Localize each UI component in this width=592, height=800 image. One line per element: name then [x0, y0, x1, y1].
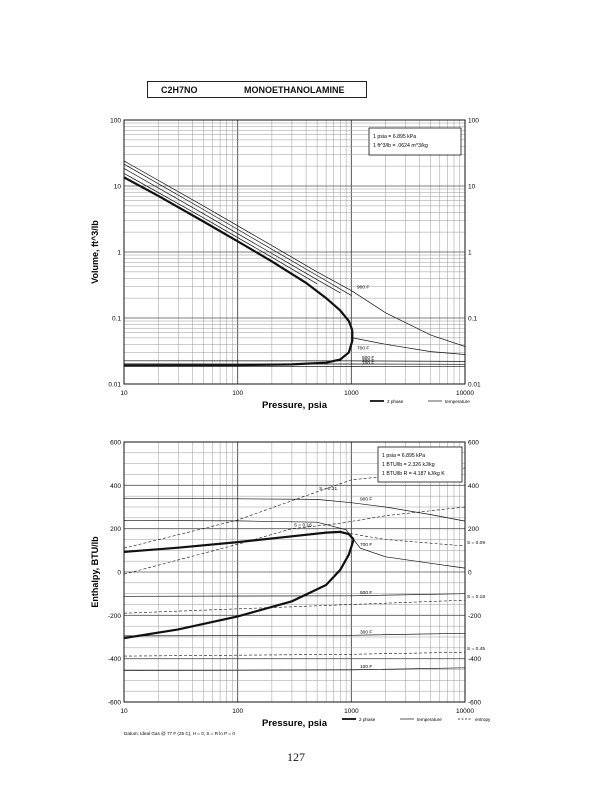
plot-area — [123, 441, 466, 703]
x-tick-label: 10 — [120, 708, 128, 715]
y-tick-label: -200 — [108, 613, 121, 620]
series-label: 900 F — [357, 285, 369, 291]
x-tick-label: 1000 — [344, 708, 359, 715]
compound-formula: C2H7NO — [161, 85, 198, 95]
temperature-line — [123, 520, 466, 569]
x-axis-label: Pressure, psia — [262, 718, 328, 729]
two-phase-line — [123, 539, 355, 640]
temperature-line — [123, 593, 466, 597]
two-phase-line — [123, 530, 355, 553]
conversion-note-box — [377, 446, 463, 483]
temperature-line — [123, 160, 466, 347]
y-tick-label: 0 — [117, 570, 121, 577]
series-label: 900 F — [360, 497, 372, 503]
y-tick-label: 200 — [110, 526, 121, 533]
y-axis-label: Enthalpy, BTU/lb — [90, 536, 100, 608]
legend-label: temperature — [445, 399, 470, 404]
page-number: 127 — [287, 750, 305, 764]
temperature-line — [123, 497, 466, 522]
x-tick-label: 100 — [232, 708, 243, 715]
temperature-line — [123, 360, 466, 362]
series-label: 700 F — [357, 346, 369, 352]
series-label: S = 0.31 — [319, 486, 337, 492]
conversion-note-box — [368, 127, 462, 156]
y-tick-label-right: 1 — [468, 250, 472, 257]
legend-label: entropy — [475, 717, 491, 722]
y-tick-label-right: 10 — [468, 184, 476, 191]
x-tick-label: 10 — [120, 390, 128, 397]
y-tick-label: -600 — [108, 700, 121, 707]
conversion-note-line: 1 psia = 6.895 kPa — [373, 134, 416, 140]
series-label: 300 F — [362, 358, 374, 364]
temperature-line — [352, 337, 466, 355]
series-label: S = 0.09 — [467, 540, 485, 546]
legend-label: 2 phase — [359, 717, 376, 722]
temperature-line — [123, 632, 466, 637]
x-tick-label: 1000 — [344, 390, 359, 397]
conversion-note-line: 1 ft^3/lb = .0624 m^3/kg — [373, 143, 428, 149]
plot-frame — [123, 441, 466, 703]
y-tick-label-right: -600 — [468, 700, 481, 707]
reference-note: Datum: Ideal Gas @ 77 F (25 C), H = 0, S… — [124, 731, 235, 736]
temperature-line — [123, 363, 466, 365]
temperature-line — [123, 168, 341, 294]
y-tick-label-right: 0 — [468, 570, 472, 577]
series-label: 500 F — [362, 355, 374, 361]
y-tick-label: 0.01 — [108, 382, 121, 389]
x-tick-label: 100 — [232, 390, 243, 397]
y-tick-label-right: -200 — [468, 613, 481, 620]
series-label: S = 0.45 — [467, 646, 485, 652]
y-tick-label-right: 600 — [468, 440, 479, 447]
y-tick-label: -400 — [108, 656, 121, 663]
y-tick-label-right: -400 — [468, 656, 481, 663]
y-tick-label-right: 200 — [468, 526, 479, 533]
y-tick-label: 400 — [110, 483, 121, 490]
y-tick-label: 600 — [110, 440, 121, 447]
x-tick-label: 10000 — [456, 708, 474, 715]
entropy-line — [123, 506, 466, 575]
entropy-line — [340, 531, 466, 547]
plot-frame — [123, 119, 466, 385]
series-label: S = 0.18 — [467, 594, 485, 600]
y-tick-label: 100 — [110, 118, 121, 125]
entropy-line — [123, 651, 466, 657]
series-label: 500 F — [360, 590, 372, 596]
y-tick-label: 0.1 — [112, 316, 121, 323]
two-phase-line — [123, 176, 354, 331]
series-label: 700 F — [360, 542, 372, 548]
x-tick-label: 10000 — [456, 390, 474, 397]
y-axis-label: Volume, ft^3/lb — [90, 220, 100, 284]
y-tick-label-right: 0.01 — [468, 382, 481, 389]
series-label: 300 F — [360, 629, 372, 635]
y-tick-label: 10 — [114, 184, 122, 191]
series-label: S = 0.16 — [294, 523, 312, 529]
y-tick-label-right: 0.1 — [468, 316, 477, 323]
conversion-note-line: 1 BTU/lb = 2.326 kJ/kg — [382, 462, 435, 468]
y-tick-label: 1 — [117, 250, 121, 257]
entropy-line — [123, 599, 466, 614]
series-label: 100 F — [362, 361, 374, 367]
chart-title-box: C2H7NO MONOETHANOLAMINE — [147, 81, 367, 98]
conversion-note-line: 1 BTU/lb R = 4.187 kJ/kg K — [382, 471, 445, 477]
temperature-line — [123, 173, 318, 285]
series-label: 100 F — [360, 664, 372, 670]
conversion-note-line: 1 psia = 6.895 kPa — [382, 453, 425, 459]
x-axis-label: Pressure, psia — [262, 400, 328, 411]
y-tick-label-right: 100 — [468, 118, 479, 125]
compound-name: MONOETHANOLAMINE — [244, 85, 345, 95]
y-tick-label-right: 400 — [468, 483, 479, 490]
legend-label: temperature — [417, 717, 442, 722]
legend-label: 2 phase — [387, 399, 404, 404]
temperature-line — [123, 163, 352, 296]
temperature-line — [123, 667, 466, 671]
plot-area — [123, 119, 466, 385]
